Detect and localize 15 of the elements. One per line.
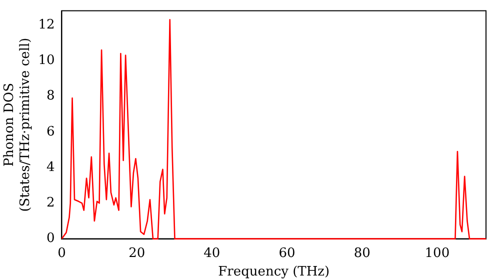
y-axis-title: Phonon DOS (States/THz·primitive cell) bbox=[2, 38, 33, 212]
x-tick-label: 60 bbox=[278, 246, 296, 261]
x-tick-label: 100 bbox=[424, 246, 450, 261]
y-tick-label: 6 bbox=[46, 124, 55, 140]
x-tick-label: 20 bbox=[128, 246, 146, 261]
x-axis-title: Frequency (THz) bbox=[218, 264, 330, 280]
y-tick-label: 0 bbox=[46, 231, 55, 246]
x-tick-label: 40 bbox=[204, 246, 220, 261]
y-tick-label: 8 bbox=[46, 88, 55, 104]
y-tick-label: 12 bbox=[38, 17, 55, 32]
y-tick-label: 2 bbox=[46, 196, 55, 211]
x-tick-label: 0 bbox=[58, 246, 66, 261]
x-tick-label: 80 bbox=[354, 246, 370, 261]
y-tick-label: 10 bbox=[38, 53, 55, 68]
y-tick-label: 4 bbox=[46, 160, 55, 175]
